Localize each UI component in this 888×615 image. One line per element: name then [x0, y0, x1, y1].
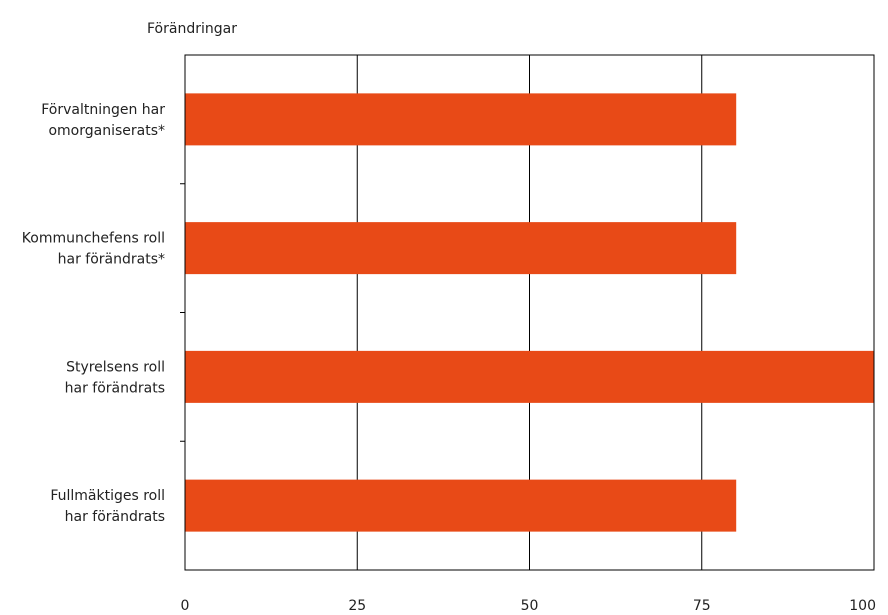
category-label-line: har förändrats: [65, 380, 165, 396]
category-label-0: Förvaltningen har omorganiserats*: [41, 102, 165, 139]
category-label-line: har förändrats*: [58, 252, 165, 268]
category-label-3: Fullmäktiges roll har förändrats: [50, 488, 165, 525]
label-layer: 0 25 50 75 100 Förvaltningen har omorganiserat…: [22, 102, 876, 614]
category-label-line: Kommunchefens roll: [22, 231, 165, 247]
category-label-line: omorganiserats*: [48, 123, 165, 139]
axis-layer: [180, 54, 875, 571]
category-label-2: Styrelsens roll har förändrats: [65, 359, 165, 396]
x-tick-label-100: 100: [849, 598, 876, 614]
x-tick-label-50: 50: [521, 598, 539, 614]
category-label-line: Fullmäktiges roll: [50, 488, 165, 504]
bar-0: [185, 93, 737, 146]
category-label-line: Förvaltningen har: [41, 102, 165, 118]
bar-3: [185, 479, 737, 532]
bar-2: [185, 350, 874, 403]
x-tick-label-75: 75: [693, 598, 711, 614]
x-tick-label-0: 0: [181, 598, 190, 614]
category-label-1: Kommunchefens roll har förändrats*: [22, 231, 165, 268]
x-tick-label-25: 25: [348, 598, 366, 614]
bar-1: [185, 222, 737, 275]
bar-layer: [185, 93, 874, 532]
category-label-line: har förändrats: [65, 509, 165, 525]
category-label-line: Styrelsens roll: [66, 359, 165, 375]
chart-title: Förändringar: [147, 21, 237, 37]
